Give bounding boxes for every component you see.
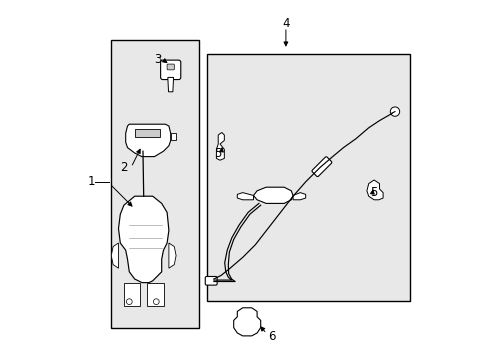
Polygon shape [253, 187, 292, 203]
Text: 1: 1 [87, 175, 95, 188]
FancyBboxPatch shape [111, 40, 199, 328]
Polygon shape [125, 124, 170, 157]
Circle shape [153, 299, 159, 305]
Polygon shape [237, 193, 253, 200]
Polygon shape [111, 243, 118, 268]
Polygon shape [233, 308, 260, 336]
FancyBboxPatch shape [206, 54, 409, 301]
Text: 6: 6 [267, 330, 275, 343]
Text: 5: 5 [369, 186, 377, 199]
FancyBboxPatch shape [167, 64, 174, 70]
Polygon shape [123, 283, 140, 306]
Polygon shape [167, 77, 173, 92]
Polygon shape [292, 193, 305, 200]
Polygon shape [168, 243, 176, 268]
Polygon shape [147, 283, 163, 306]
Polygon shape [170, 133, 176, 140]
Text: 5: 5 [213, 147, 221, 159]
Polygon shape [366, 180, 382, 200]
Circle shape [126, 299, 132, 305]
Polygon shape [216, 132, 224, 160]
FancyBboxPatch shape [160, 60, 181, 80]
Polygon shape [134, 129, 160, 137]
Text: 3: 3 [154, 53, 162, 66]
FancyBboxPatch shape [205, 276, 217, 285]
Text: 4: 4 [282, 17, 289, 30]
Circle shape [389, 107, 399, 116]
Polygon shape [118, 196, 168, 283]
Text: 2: 2 [120, 161, 127, 174]
FancyBboxPatch shape [311, 157, 331, 177]
